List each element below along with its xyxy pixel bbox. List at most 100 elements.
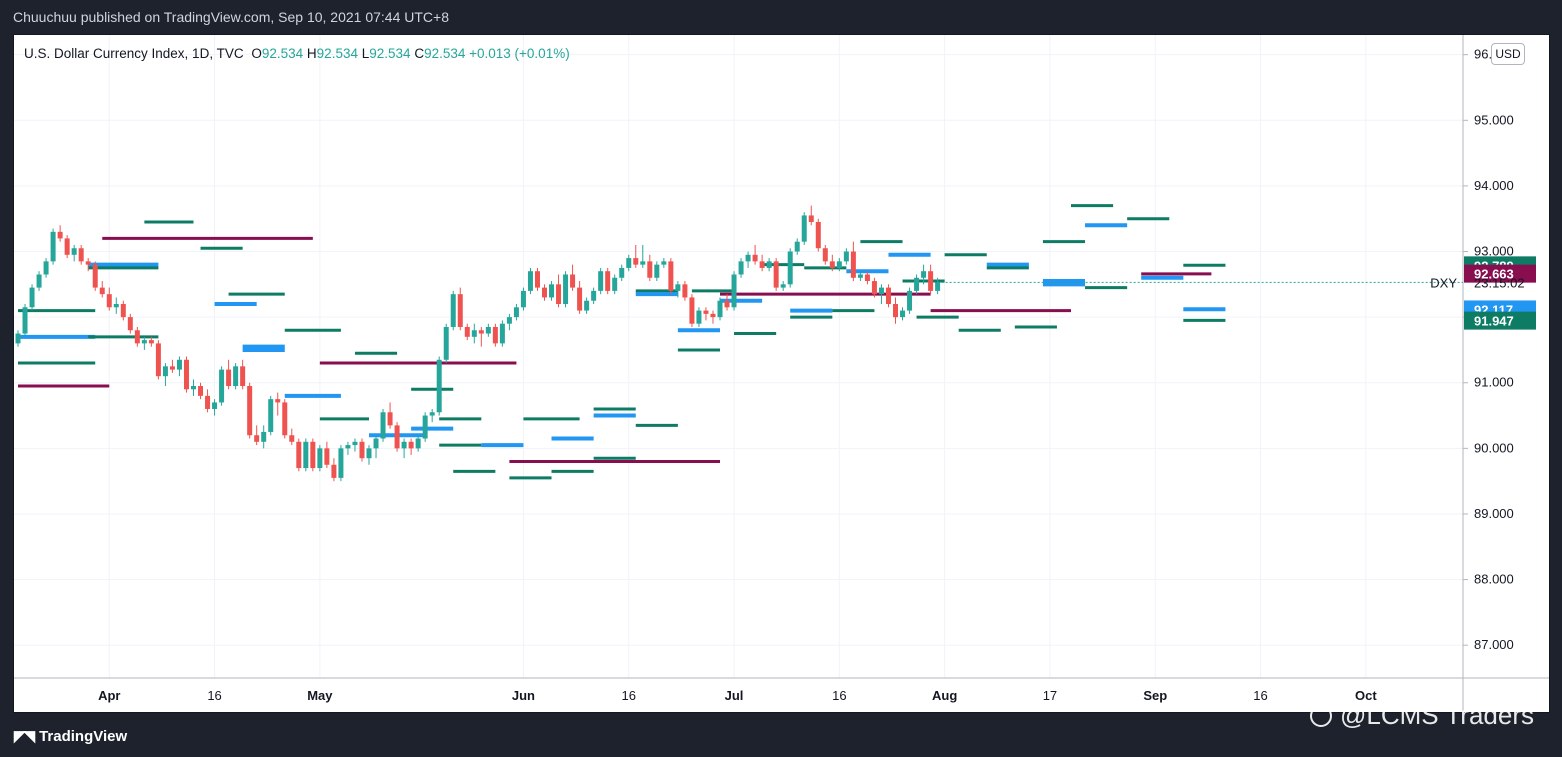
candle [885,284,891,308]
candle-body [584,300,590,311]
candle [794,238,800,255]
price-label-text: 91.947 [1474,314,1514,329]
candle-body [408,441,414,449]
candle-body [591,290,597,301]
candle [900,307,906,321]
candle-body [738,261,744,275]
candle [675,281,681,298]
price-tick-label: 91.000 [1474,375,1514,390]
candle [71,244,77,262]
candle [198,382,204,400]
candle [605,267,611,295]
candle [162,363,168,387]
candle [499,320,505,347]
candle-body [162,366,168,377]
candle [689,294,695,327]
candle [801,212,807,245]
candle [36,271,42,291]
candle [717,297,723,321]
candle-body [633,258,639,265]
candle [878,284,884,305]
candle [647,254,653,282]
candle-body [794,241,800,252]
candle-body [717,300,723,318]
candle-body [176,359,182,370]
candle [752,244,758,265]
candle-body [289,435,295,442]
candle [506,313,512,331]
candle [99,281,105,298]
candle-body [829,261,835,268]
candle [141,336,147,350]
candle [429,408,435,423]
candle [710,310,716,324]
low-label: L [361,46,370,61]
candle-body [15,333,21,344]
candle-body [570,274,576,288]
candle [556,274,562,308]
candle-body [380,412,386,439]
countdown-label: 23:15:02 [1474,275,1525,290]
candle-body [134,330,140,344]
time-tick-label: 16 [832,688,846,703]
candle [633,244,639,268]
currency-button[interactable]: USD [1491,43,1525,65]
candle-body [127,317,133,331]
candle-body [780,284,786,288]
tradingview-logo[interactable]: ◤◥ TradingView [14,727,127,746]
wechat-icon [1310,704,1332,727]
candle-body [668,261,674,291]
candle-body [22,307,28,334]
candle [380,408,386,442]
candle-body [850,251,856,278]
candle [183,356,189,393]
candle [106,287,112,311]
candle [626,254,632,272]
candle-body [148,340,154,344]
chart-frame[interactable]: 96.00095.00094.00093.00092.00091.00090.0… [13,34,1550,713]
candle [394,422,400,452]
candle-body [836,261,842,268]
candle [303,438,309,472]
candle-body [598,271,604,291]
candle-body [191,386,196,390]
candle-body [324,448,330,465]
candle [268,395,274,436]
price-tick-label: 95.000 [1474,112,1514,127]
price-tick-label: 87.000 [1474,637,1514,652]
candle-body [640,261,646,265]
candle [120,300,126,321]
candle-body [907,290,913,311]
price-tick-label: 94.000 [1474,178,1514,193]
candle-body [724,300,730,308]
candle-body [759,261,765,268]
watermark: @LCMS Traders [1310,700,1534,731]
time-tick-label: Jun [512,688,535,703]
candle-body [921,271,927,278]
candle-body [745,254,751,262]
change-value: +0.013 (+0.01%) [469,46,570,61]
candle-body [675,284,681,291]
candle [373,435,379,459]
candle [289,428,295,446]
candle-body [219,369,225,403]
candle [570,264,576,291]
candle [415,435,421,452]
candle-body [787,251,793,285]
candlestick-chart[interactable]: 96.00095.00094.00093.00092.00091.00090.0… [14,35,1549,712]
close-label: C [414,46,425,61]
candle [724,294,730,311]
candle-body [303,441,309,469]
candle [893,297,898,324]
candle [296,438,302,472]
candle-body [654,264,660,278]
candle [928,264,934,295]
candle-body [352,441,358,446]
candle [836,258,842,272]
candle-body [815,221,821,249]
candle [640,244,646,268]
close-value: 92.534 [424,46,466,61]
candle-body [689,297,695,324]
candle [907,287,913,314]
candle [829,254,835,272]
